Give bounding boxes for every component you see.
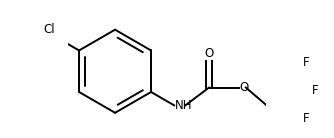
Text: F: F (312, 84, 319, 97)
Text: Cl: Cl (43, 23, 55, 36)
Text: F: F (303, 112, 310, 125)
Text: F: F (303, 56, 310, 69)
Text: O: O (239, 81, 249, 94)
Text: O: O (204, 47, 214, 60)
Text: NH: NH (175, 99, 192, 112)
